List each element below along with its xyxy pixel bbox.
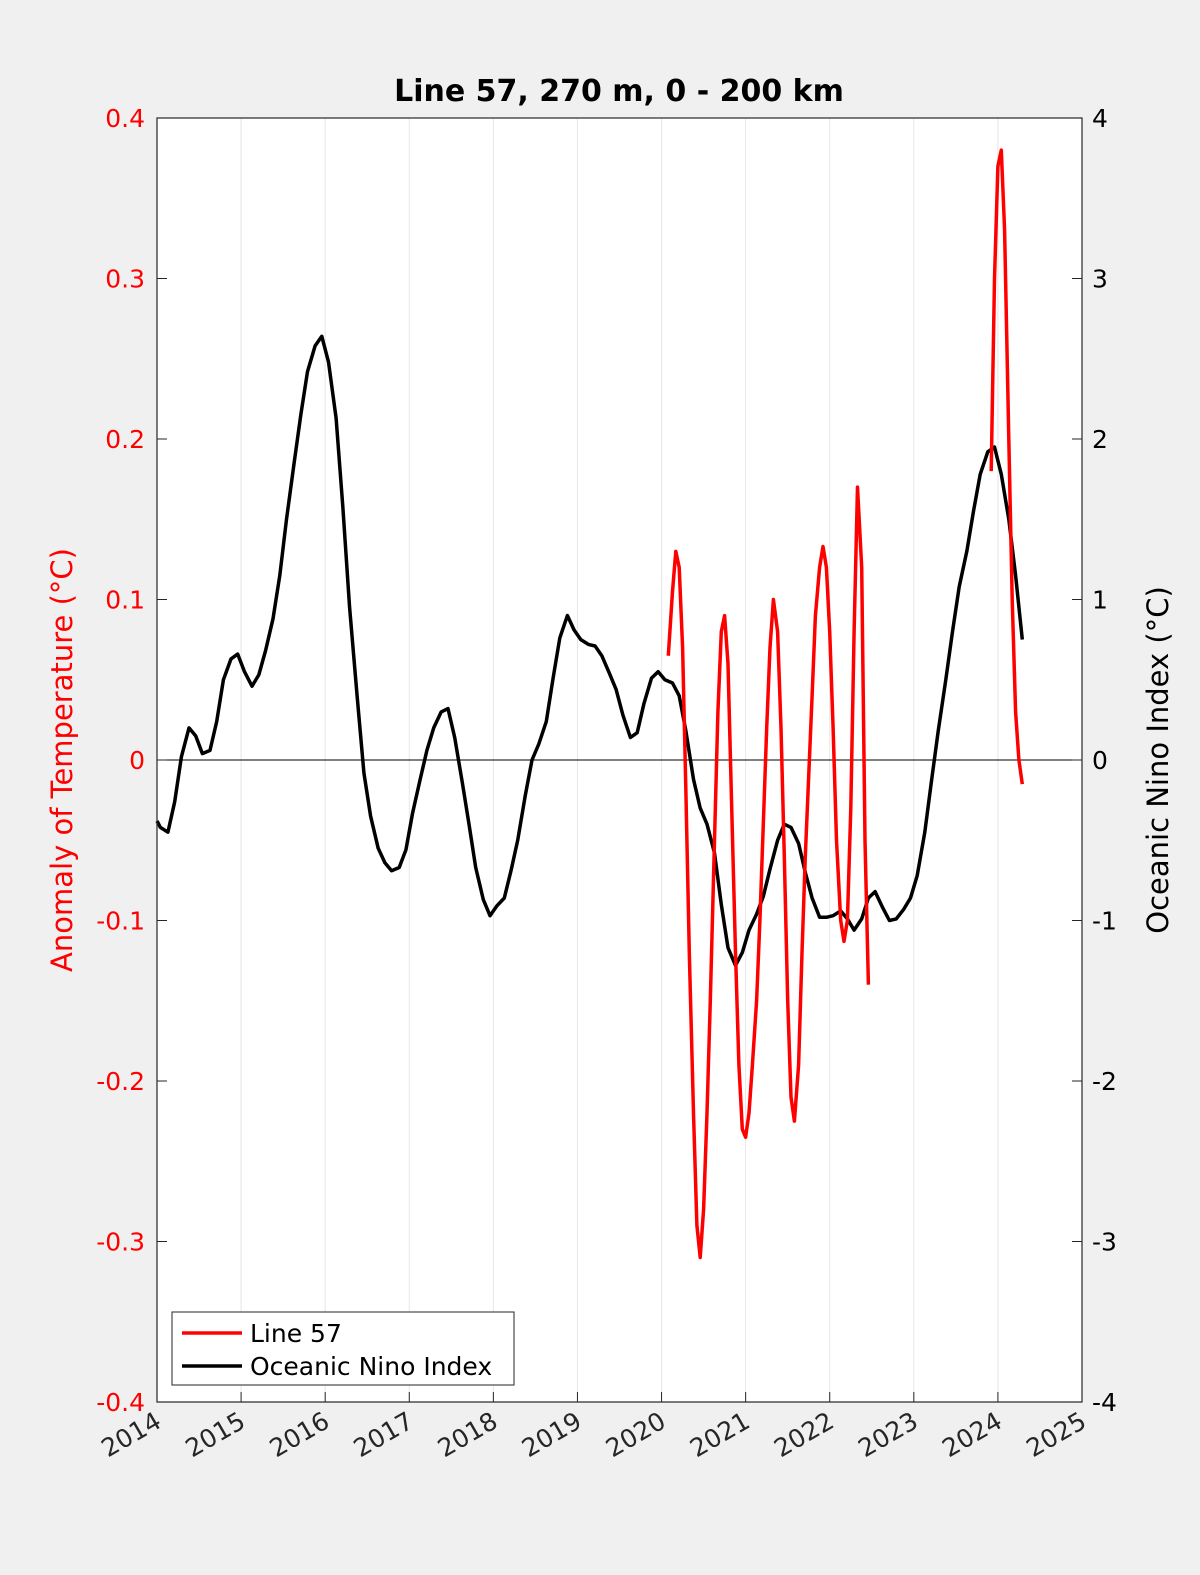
y-axis-label-right: Oceanic Nino Index (°C)	[1141, 586, 1175, 934]
y-tick-label-right: -2	[1092, 1067, 1117, 1096]
y-tick-label-right: -3	[1092, 1228, 1117, 1257]
y-tick-label-right: 4	[1092, 104, 1108, 133]
y-axis-label-left: Anomaly of Temperature (°C)	[45, 548, 79, 972]
y-tick-label-right: 0	[1092, 746, 1108, 775]
y-tick-label-right: -1	[1092, 907, 1117, 936]
y-tick-label-left: 0.1	[105, 586, 145, 615]
y-tick-label-right: -4	[1092, 1388, 1117, 1417]
chart-title: Line 57, 270 m, 0 - 200 km	[394, 74, 844, 109]
y-tick-label-right: 2	[1092, 425, 1108, 454]
y-tick-label-left: 0	[129, 746, 145, 775]
legend: Line 57 Oceanic Nino Index	[171, 1311, 515, 1386]
legend-label-line57: Line 57	[250, 1319, 342, 1348]
y-tick-label-left: -0.3	[96, 1228, 145, 1257]
left-axis: 0.4 0.3 0.2 0.1 0 -0.1 -0.2 -0.3 -0.4	[96, 104, 167, 1417]
y-tick-label-left: -0.2	[96, 1067, 145, 1096]
right-axis: 4 3 2 1 0 -1 -2 -3 -4	[1072, 104, 1117, 1417]
series-line-oceanic-nino-index	[155, 334, 1025, 968]
series-line-line-57	[666, 485, 871, 1260]
y-tick-label-left: 0.2	[105, 425, 145, 454]
legend-label-oni: Oceanic Nino Index	[250, 1352, 492, 1381]
y-tick-label-left: -0.4	[96, 1388, 145, 1417]
y-tick-label-left: -0.1	[96, 907, 145, 936]
series-line-line-57	[989, 148, 1025, 785]
y-tick-label-left: 0.3	[105, 265, 145, 294]
series-layer	[155, 148, 1025, 1260]
y-tick-label-right: 3	[1092, 265, 1108, 294]
y-tick-label-right: 1	[1092, 586, 1108, 615]
legend-box	[171, 1311, 515, 1386]
y-tick-label-left: 0.4	[105, 104, 145, 133]
